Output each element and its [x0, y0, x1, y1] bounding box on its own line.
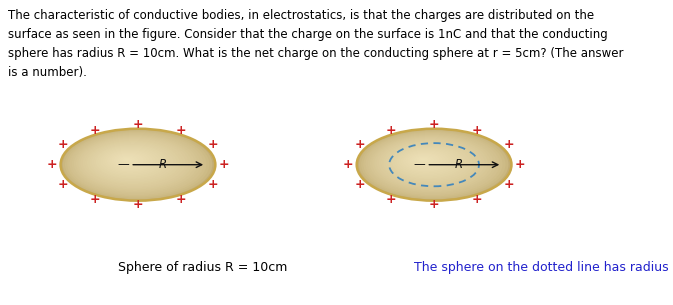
Text: +: +: [219, 158, 229, 171]
Ellipse shape: [405, 151, 446, 170]
Ellipse shape: [69, 133, 203, 195]
Ellipse shape: [381, 140, 479, 185]
Text: +: +: [343, 158, 353, 171]
Ellipse shape: [409, 153, 440, 167]
Ellipse shape: [388, 143, 470, 181]
Ellipse shape: [414, 155, 434, 165]
Ellipse shape: [111, 152, 147, 169]
Ellipse shape: [392, 145, 464, 179]
Text: +: +: [354, 178, 365, 191]
Ellipse shape: [420, 158, 425, 161]
Ellipse shape: [411, 154, 437, 166]
Ellipse shape: [98, 146, 165, 177]
Ellipse shape: [407, 152, 444, 169]
Ellipse shape: [106, 150, 153, 172]
Text: The sphere on the dotted line has radius r = 5 cm.: The sphere on the dotted line has radius…: [414, 261, 673, 274]
Text: +: +: [133, 198, 143, 211]
Text: +: +: [58, 178, 69, 191]
Ellipse shape: [400, 149, 452, 173]
Text: +: +: [176, 193, 186, 206]
Ellipse shape: [374, 137, 488, 190]
Ellipse shape: [372, 136, 491, 191]
Text: —: —: [117, 158, 129, 171]
Text: +: +: [503, 178, 514, 191]
Ellipse shape: [71, 134, 201, 194]
Ellipse shape: [383, 141, 476, 184]
Ellipse shape: [80, 138, 188, 188]
Ellipse shape: [65, 131, 209, 198]
Ellipse shape: [113, 153, 144, 167]
Text: +: +: [429, 198, 439, 211]
Text: —: —: [413, 158, 425, 171]
Ellipse shape: [394, 146, 461, 177]
Text: +: +: [207, 138, 218, 151]
Ellipse shape: [118, 155, 138, 165]
Ellipse shape: [109, 151, 150, 170]
Text: The characteristic of conductive bodies, in electrostatics, is that the charges : The characteristic of conductive bodies,…: [8, 9, 594, 22]
Text: +: +: [133, 118, 143, 131]
Ellipse shape: [76, 136, 194, 191]
Ellipse shape: [85, 140, 183, 185]
Ellipse shape: [100, 147, 162, 176]
Ellipse shape: [367, 134, 497, 194]
Ellipse shape: [74, 135, 198, 192]
Text: +: +: [90, 124, 100, 137]
Text: +: +: [472, 193, 483, 206]
Ellipse shape: [94, 144, 171, 180]
Ellipse shape: [418, 157, 429, 162]
Ellipse shape: [359, 130, 509, 199]
Text: R: R: [159, 158, 167, 171]
Ellipse shape: [122, 157, 133, 162]
Ellipse shape: [402, 150, 449, 172]
Text: +: +: [386, 193, 396, 206]
Ellipse shape: [357, 129, 511, 201]
Ellipse shape: [61, 129, 215, 201]
Ellipse shape: [390, 144, 467, 180]
Text: +: +: [90, 193, 100, 206]
Text: R: R: [455, 158, 463, 171]
Ellipse shape: [89, 142, 177, 183]
Ellipse shape: [124, 158, 129, 161]
Ellipse shape: [365, 133, 499, 195]
Ellipse shape: [396, 147, 458, 176]
Text: +: +: [176, 124, 186, 137]
Text: is a number).: is a number).: [8, 66, 87, 79]
Ellipse shape: [115, 154, 141, 166]
Text: Sphere of radius R = 10cm: Sphere of radius R = 10cm: [118, 261, 287, 274]
Text: +: +: [46, 158, 57, 171]
Ellipse shape: [83, 139, 186, 187]
Ellipse shape: [120, 156, 135, 163]
Ellipse shape: [63, 130, 213, 199]
Ellipse shape: [102, 148, 159, 174]
Ellipse shape: [92, 143, 174, 181]
Text: +: +: [354, 138, 365, 151]
Ellipse shape: [78, 137, 192, 190]
Text: +: +: [58, 138, 69, 151]
Ellipse shape: [96, 145, 168, 179]
Text: +: +: [503, 138, 514, 151]
Ellipse shape: [376, 138, 485, 188]
Ellipse shape: [87, 141, 180, 184]
Text: +: +: [386, 124, 396, 137]
Ellipse shape: [363, 132, 503, 196]
Ellipse shape: [361, 131, 505, 198]
Ellipse shape: [67, 132, 207, 196]
Text: surface as seen in the figure. Consider that the charge on the surface is 1nC an: surface as seen in the figure. Consider …: [8, 28, 608, 41]
Text: +: +: [472, 124, 483, 137]
Text: +: +: [515, 158, 526, 171]
Ellipse shape: [416, 156, 431, 163]
Text: sphere has radius R = 10cm. What is the net charge on the conducting sphere at r: sphere has radius R = 10cm. What is the …: [8, 47, 624, 60]
Text: +: +: [429, 118, 439, 131]
Ellipse shape: [370, 135, 494, 192]
Ellipse shape: [385, 142, 473, 183]
Ellipse shape: [379, 139, 482, 187]
Ellipse shape: [104, 149, 156, 173]
Text: +: +: [207, 178, 218, 191]
Ellipse shape: [398, 148, 455, 174]
